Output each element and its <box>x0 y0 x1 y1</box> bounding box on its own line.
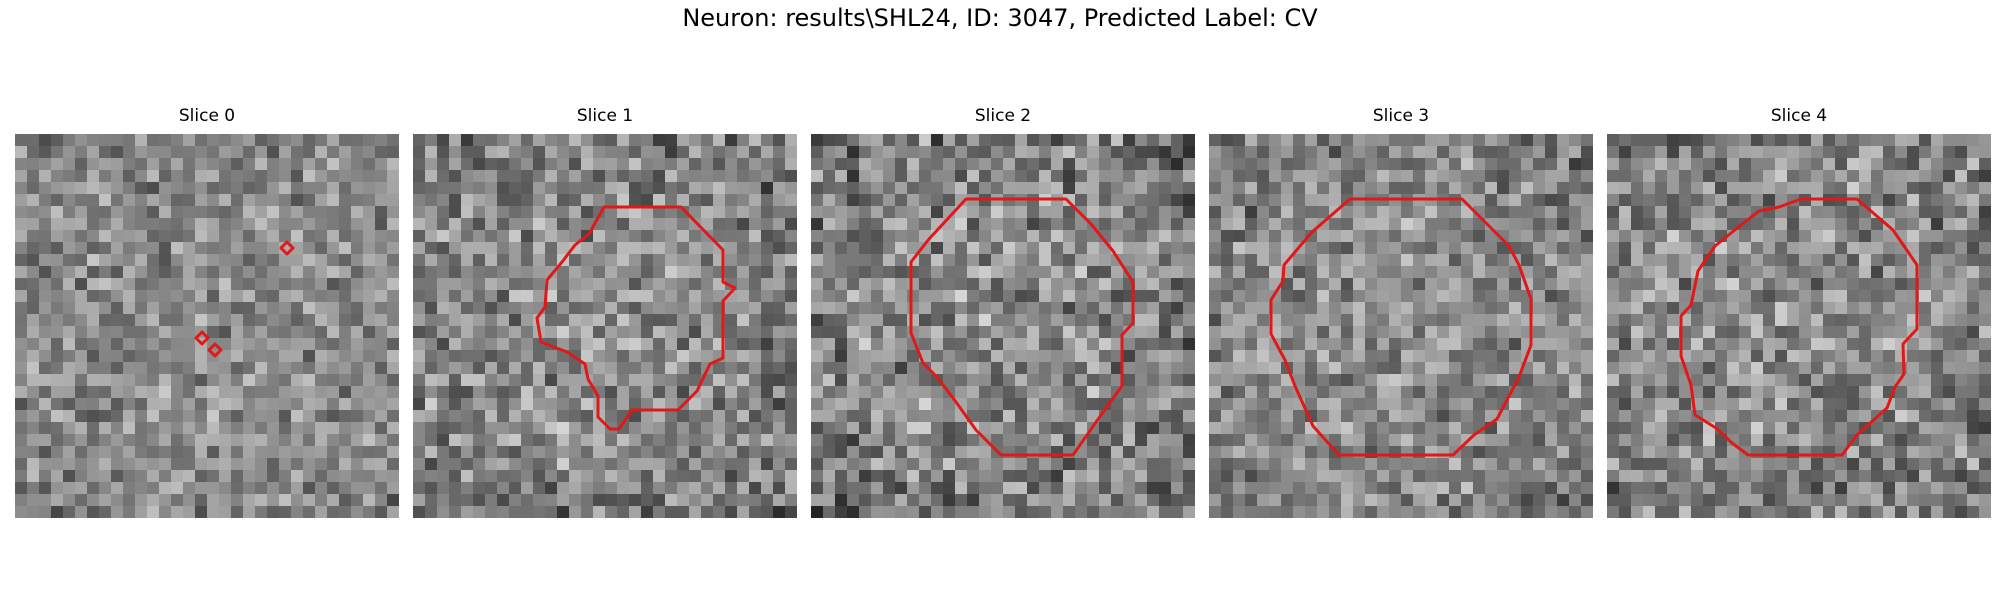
slice-image-4 <box>1607 134 1991 518</box>
slice-panel-4: Slice 4 <box>1607 106 1991 518</box>
slice-title: Slice 0 <box>178 106 236 126</box>
outline-small-3 <box>207 342 223 358</box>
slice-image-2 <box>811 134 1195 518</box>
slice-title: Slice 4 <box>1770 106 1828 126</box>
slice-image-0 <box>15 134 399 518</box>
slice-panel-1: Slice 1 <box>413 106 797 518</box>
slice-title: Slice 1 <box>576 106 634 126</box>
slice-title: Slice 3 <box>1372 106 1430 126</box>
region-outline <box>1679 197 1919 457</box>
slice-image-3 <box>1209 134 1593 518</box>
outline-small-1 <box>279 240 295 256</box>
slice-panel-2: Slice 2 <box>811 106 1195 518</box>
region-outline <box>535 205 737 431</box>
slice-panel-3: Slice 3 <box>1209 106 1593 518</box>
slice-title: Slice 2 <box>974 106 1032 126</box>
region-outline <box>1269 197 1533 457</box>
outline-small-2 <box>194 330 210 346</box>
slice-panel-0: Slice 0 <box>15 106 399 518</box>
figure-title: Neuron: results\SHL24, ID: 3047, Predict… <box>682 4 1318 32</box>
region-outline <box>909 197 1135 457</box>
slice-image-1 <box>413 134 797 518</box>
